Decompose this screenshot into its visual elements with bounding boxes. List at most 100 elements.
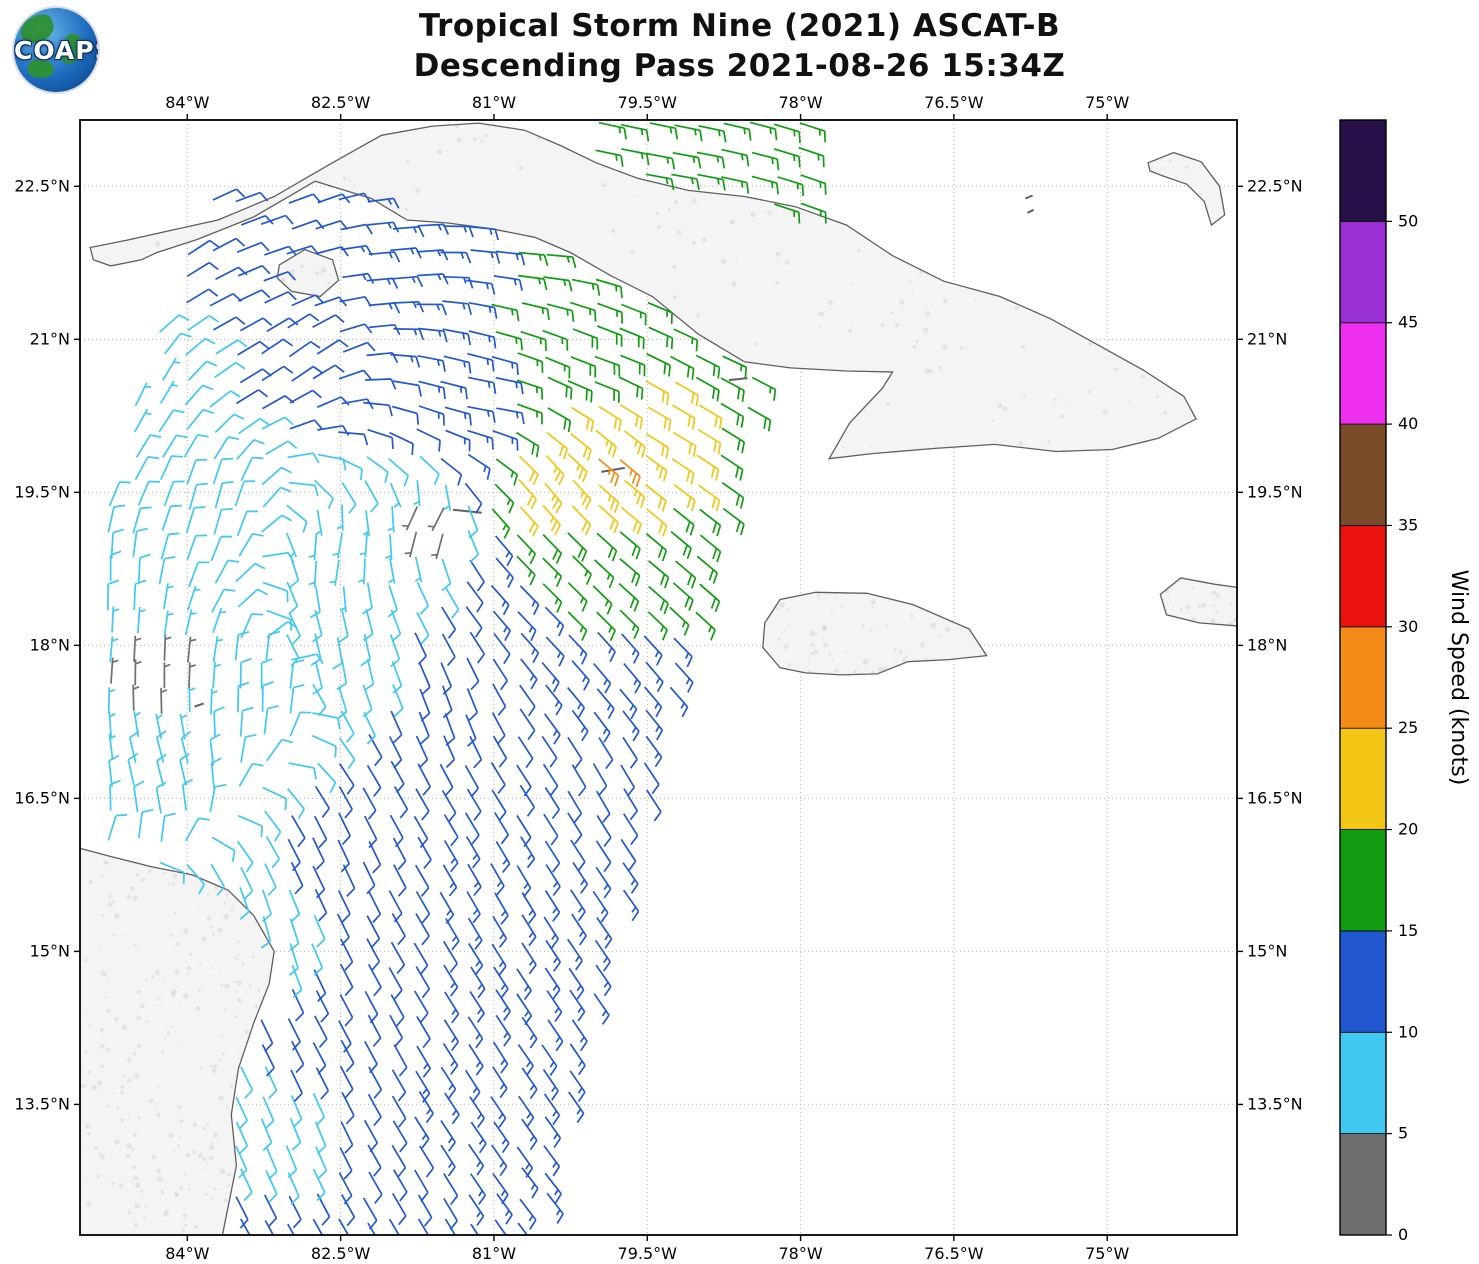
wind-barb (417, 273, 449, 285)
colorbar-tick-label: 5 (1398, 1124, 1408, 1143)
wind-barb (441, 558, 452, 592)
wind-barb (618, 582, 640, 612)
wind-barb (235, 562, 266, 583)
wind-barb (721, 427, 746, 454)
wind-barb (490, 762, 506, 795)
lat-tick-label-right: 22.5°N (1247, 176, 1303, 195)
wind-barb (415, 913, 430, 946)
wind-barb (721, 148, 750, 167)
wind-barb (285, 532, 297, 558)
terrain-shading (810, 651, 814, 655)
wind-barb (288, 340, 321, 358)
wind-barb (571, 505, 592, 536)
terrain-shading (667, 208, 671, 211)
terrain-shading (163, 871, 166, 875)
terrain-shading (672, 295, 677, 300)
wind-barb (443, 814, 459, 847)
colorbar-segment (1339, 525, 1387, 628)
terrain-shading (206, 1123, 210, 1127)
wind-barb (570, 356, 597, 378)
terrain-shading (111, 1181, 115, 1186)
terrain-shading (1060, 414, 1065, 419)
wind-barb (495, 250, 526, 266)
wind-barb (444, 1092, 460, 1125)
terrain-shading (132, 895, 139, 901)
wind-barb (671, 404, 696, 430)
terrain-shading (1175, 396, 1178, 399)
lat-tick-label-right: 16.5°N (1247, 788, 1303, 807)
wind-barb (163, 583, 174, 610)
terrain-shading (195, 1005, 201, 1011)
wind-barb (495, 557, 514, 588)
wind-barb (643, 635, 663, 666)
wind-barbs (107, 121, 827, 1235)
wind-barb (237, 340, 270, 356)
colorbar-tick-label: 30 (1398, 617, 1418, 636)
wind-barb (723, 122, 752, 141)
wind-barb (619, 459, 641, 488)
terrain-shading (1156, 395, 1160, 399)
terrain-shading (97, 1244, 102, 1249)
wind-barb (314, 1121, 327, 1155)
terrain-shading (880, 322, 885, 327)
wind-barb (314, 785, 331, 818)
wind-barb (414, 1169, 429, 1202)
terrain-shading (787, 663, 792, 667)
wind-barb (496, 1193, 513, 1225)
terrain-shading (224, 983, 230, 989)
terrain-shading (100, 1064, 105, 1069)
wind-barb (237, 840, 254, 873)
wind-barb (465, 279, 496, 295)
terrain-shading (137, 1116, 141, 1120)
wind-barb (567, 736, 583, 769)
wind-barb (467, 352, 495, 372)
wind-barb (264, 863, 277, 896)
wind-barb (212, 607, 227, 633)
terrain-shading (189, 952, 193, 956)
wind-barb (542, 557, 563, 588)
terrain-shading (1190, 617, 1196, 624)
wind-barb (592, 585, 613, 615)
wind-barb (494, 1219, 507, 1235)
wind-barb (315, 1067, 330, 1100)
wind-barb (364, 480, 379, 513)
terrain-shading (405, 159, 409, 163)
wind-barb (212, 237, 246, 252)
lat-tick-label-left: 18°N (30, 635, 70, 654)
terrain-shading (890, 311, 894, 315)
terrain-shading (72, 850, 74, 852)
wind-barb (390, 941, 406, 975)
wind-barb (263, 1194, 278, 1227)
wind-barb (443, 484, 452, 511)
terrain-shading (65, 901, 68, 904)
wind-barb (777, 176, 805, 196)
terrain-shading (236, 998, 242, 1003)
wind-barb (464, 765, 480, 798)
terrain-shading (207, 894, 210, 896)
wind-barb (214, 413, 245, 434)
terrain-shading (1065, 402, 1068, 404)
terrain-shading (175, 942, 180, 947)
terrain-shading (870, 629, 873, 633)
terrain-shading (1186, 604, 1191, 610)
terrain-shading (483, 133, 488, 138)
terrain-shading (1014, 306, 1019, 311)
wind-barb (597, 302, 623, 324)
wind-barb (647, 301, 673, 324)
wind-barb (362, 1197, 378, 1230)
terrain-shading (121, 1024, 127, 1030)
terrain-shading (209, 925, 213, 928)
terrain-shading (85, 1050, 88, 1053)
terrain-shading (910, 614, 914, 618)
wind-barb (414, 632, 427, 665)
wind-barb (493, 966, 509, 999)
terrain-shading (80, 1083, 86, 1088)
wind-barb (137, 553, 151, 584)
terrain-shading (173, 1191, 179, 1197)
terrain-shading (160, 1190, 165, 1195)
terrain-shading (194, 1224, 199, 1229)
wind-barb (571, 764, 587, 797)
wind-barb (291, 964, 303, 998)
wind-barb (492, 683, 507, 716)
wind-barb (751, 175, 779, 195)
